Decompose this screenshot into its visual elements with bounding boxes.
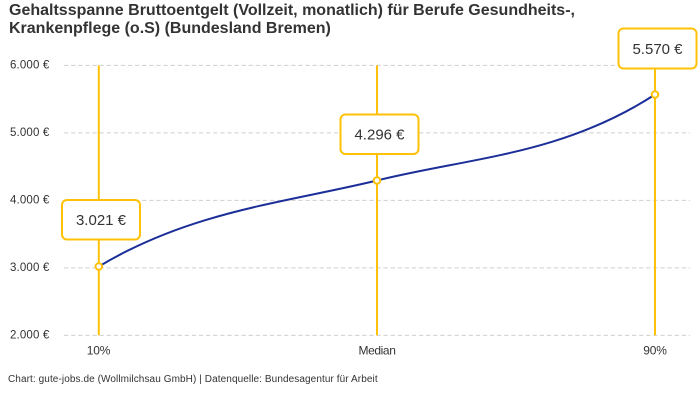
svg-text:10%: 10%	[87, 344, 111, 358]
svg-text:4.296 €: 4.296 €	[354, 127, 405, 144]
svg-text:Median: Median	[359, 344, 396, 358]
svg-text:Chart: gute-jobs.de (Wollmilch: Chart: gute-jobs.de (Wollmilchsau GmbH) …	[8, 374, 378, 385]
svg-text:5.000 €: 5.000 €	[10, 127, 50, 139]
svg-text:3.021 €: 3.021 €	[76, 212, 127, 229]
svg-text:6.000 €: 6.000 €	[10, 60, 50, 72]
svg-text:4.000 €: 4.000 €	[10, 195, 50, 207]
svg-text:90%: 90%	[643, 344, 667, 358]
svg-text:5.570 €: 5.570 €	[632, 41, 683, 58]
svg-text:3.000 €: 3.000 €	[10, 262, 50, 274]
svg-text:Krankenpflege (o.S) (Bundeslan: Krankenpflege (o.S) (Bundesland Bremen)	[9, 20, 331, 37]
svg-text:2.000 €: 2.000 €	[10, 330, 50, 342]
svg-text:Gehaltsspanne Bruttoentgelt (V: Gehaltsspanne Bruttoentgelt (Vollzeit, m…	[9, 2, 575, 19]
